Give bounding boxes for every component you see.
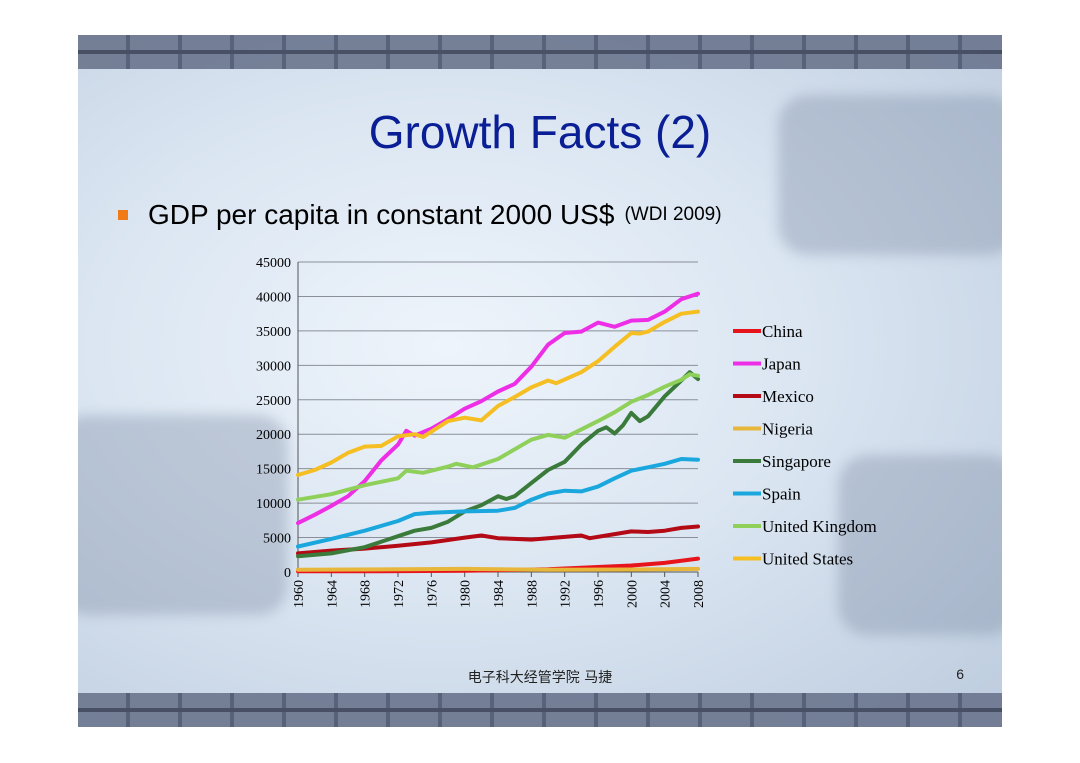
bullet-item: GDP per capita in constant 2000 US$ (WDI… xyxy=(118,195,722,235)
series-line-mexico xyxy=(296,524,700,556)
x-tick-label: 1980 xyxy=(459,580,474,608)
y-tick-label: 15000 xyxy=(256,463,291,478)
x-tick-label: 1972 xyxy=(392,580,407,608)
y-tick-labels: 0 5000 10000 15000 20000 25000 30000 35000 40000… xyxy=(256,256,291,581)
x-tick-label: 2000 xyxy=(625,580,640,608)
y-tick-label: 10000 xyxy=(256,497,291,512)
background-wall-left xyxy=(78,415,288,615)
y-tick-label: 25000 xyxy=(256,394,291,409)
bullet-source: (WDI 2009) xyxy=(624,204,722,225)
y-tick-label: 0 xyxy=(284,566,291,581)
series-line-nigeria xyxy=(296,566,700,572)
legend-label-spain: Spain xyxy=(762,485,801,504)
series-lines xyxy=(296,291,700,574)
x-tick-label: 2004 xyxy=(659,580,674,608)
bullet-text: GDP per capita in constant 2000 US$ xyxy=(148,199,615,230)
x-tick-labels: 1960 1964 1968 1972 1976 1980 1984 1988 1992 1996… xyxy=(292,580,707,608)
series-line-spain xyxy=(296,457,700,549)
y-tick-label: 5000 xyxy=(263,532,291,547)
series-line-japan xyxy=(296,291,700,526)
legend-label-united-states: United States xyxy=(762,550,853,569)
x-tick-label: 2008 xyxy=(692,580,707,608)
x-tick-label: 1976 xyxy=(425,580,440,608)
gdp-line-chart: 0 5000 10000 15000 20000 25000 30000 35000 40000… xyxy=(256,256,877,608)
top-decorative-band xyxy=(78,35,1002,69)
x-tick-label: 1996 xyxy=(592,580,607,608)
x-tick-label: 1964 xyxy=(325,580,340,608)
slide: Growth Facts (2) GDP per capita in const… xyxy=(78,35,1002,727)
legend-label-nigeria: Nigeria xyxy=(762,420,813,439)
background-wall-right-lower xyxy=(838,455,1002,635)
legend-label-singapore: Singapore xyxy=(762,452,831,471)
y-tick-label: 35000 xyxy=(256,325,291,340)
legend-label-china: China xyxy=(762,322,803,341)
legend-label-japan: Japan xyxy=(762,355,801,374)
y-tick-label: 20000 xyxy=(256,428,291,443)
x-tick-label: 1984 xyxy=(492,580,507,608)
x-tick-label: 1960 xyxy=(292,580,307,608)
legend-label-mexico: Mexico xyxy=(762,387,814,406)
footer-text: 电子科大经管学院 马捷 xyxy=(467,670,613,686)
background-wall-right xyxy=(778,95,1002,255)
series-line-united-states xyxy=(296,309,700,477)
y-tick-label: 40000 xyxy=(256,290,291,305)
series-line-singapore xyxy=(296,370,700,559)
x-tick-label: 1988 xyxy=(525,580,540,608)
series-line-united-kingdom xyxy=(296,372,700,502)
x-tick-label: 1992 xyxy=(559,580,574,608)
y-tick-label: 45000 xyxy=(256,256,291,271)
slide-title: Growth Facts (2) xyxy=(368,106,712,158)
y-tick-label: 30000 xyxy=(256,359,291,374)
page-number: 6 xyxy=(956,666,964,682)
legend-label-united-kingdom: United Kingdom xyxy=(762,517,877,536)
legend: China Japan Mexico Nigeria Singapore Spain Uni… xyxy=(733,322,877,569)
x-tick-label: 1968 xyxy=(359,580,374,608)
bullet-square-icon xyxy=(118,210,128,220)
bottom-decorative-band xyxy=(78,693,1002,727)
